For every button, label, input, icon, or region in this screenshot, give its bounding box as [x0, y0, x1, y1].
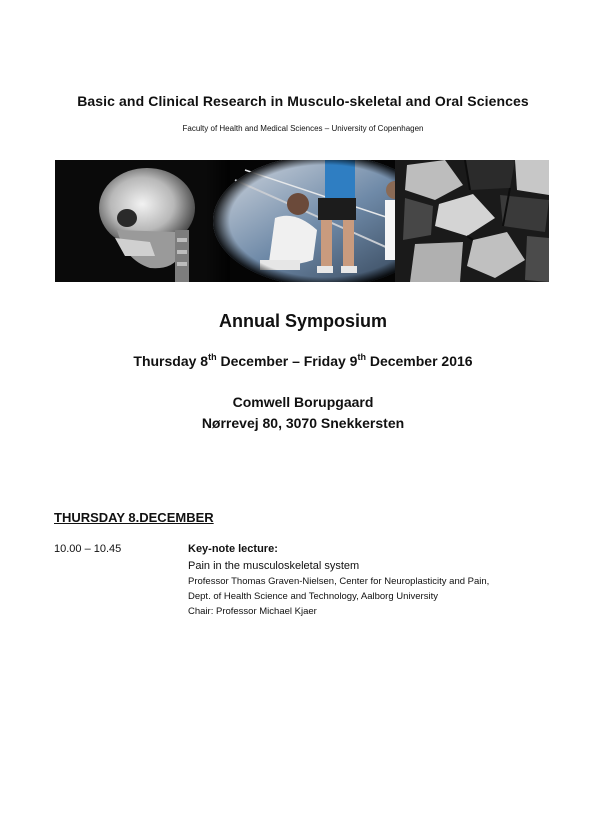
- date-start-ordinal: th: [208, 352, 217, 362]
- date-end-day: December – Friday 9: [216, 353, 358, 369]
- session-title: Pain in the musculoskeletal system: [188, 560, 360, 572]
- venue-address: Nørrevej 80, 3070 Snekkersten: [201, 415, 405, 431]
- document-title: Basic and Clinical Research in Musculo-s…: [77, 93, 529, 109]
- clinical-exam-photo: [213, 160, 437, 282]
- xray-skull-graphic: [55, 160, 230, 282]
- session-department: Dept. of Health Science and Technology, …: [188, 591, 438, 602]
- symposium-title: Annual Symposium: [218, 311, 388, 331]
- program-day-heading: THURSDAY 8.DECEMBER: [54, 510, 214, 525]
- session-speaker: Professor Thomas Graven-Nielsen, Center …: [188, 576, 490, 587]
- muscle-fiber-graphic: [395, 160, 549, 282]
- venue-name: Comwell Borupgaard: [232, 394, 374, 410]
- symposium-dates: Thursday 8th December – Friday 9th Decem…: [0, 352, 606, 370]
- faculty-subtitle: Faculty of Health and Medical Sciences –…: [182, 124, 424, 133]
- banner-image: [55, 160, 549, 282]
- session-chair: Chair: Professor Michael Kjaer: [188, 606, 317, 617]
- date-end-ordinal: th: [357, 352, 366, 362]
- date-end-year: December 2016: [365, 353, 473, 369]
- program-session: 10.00 – 10.45 Key-note lecture: Pain in …: [54, 543, 554, 623]
- session-time: 10.00 – 10.45: [54, 543, 122, 555]
- session-type: Key-note lecture:: [188, 543, 278, 555]
- date-start-day: Thursday 8: [133, 353, 209, 369]
